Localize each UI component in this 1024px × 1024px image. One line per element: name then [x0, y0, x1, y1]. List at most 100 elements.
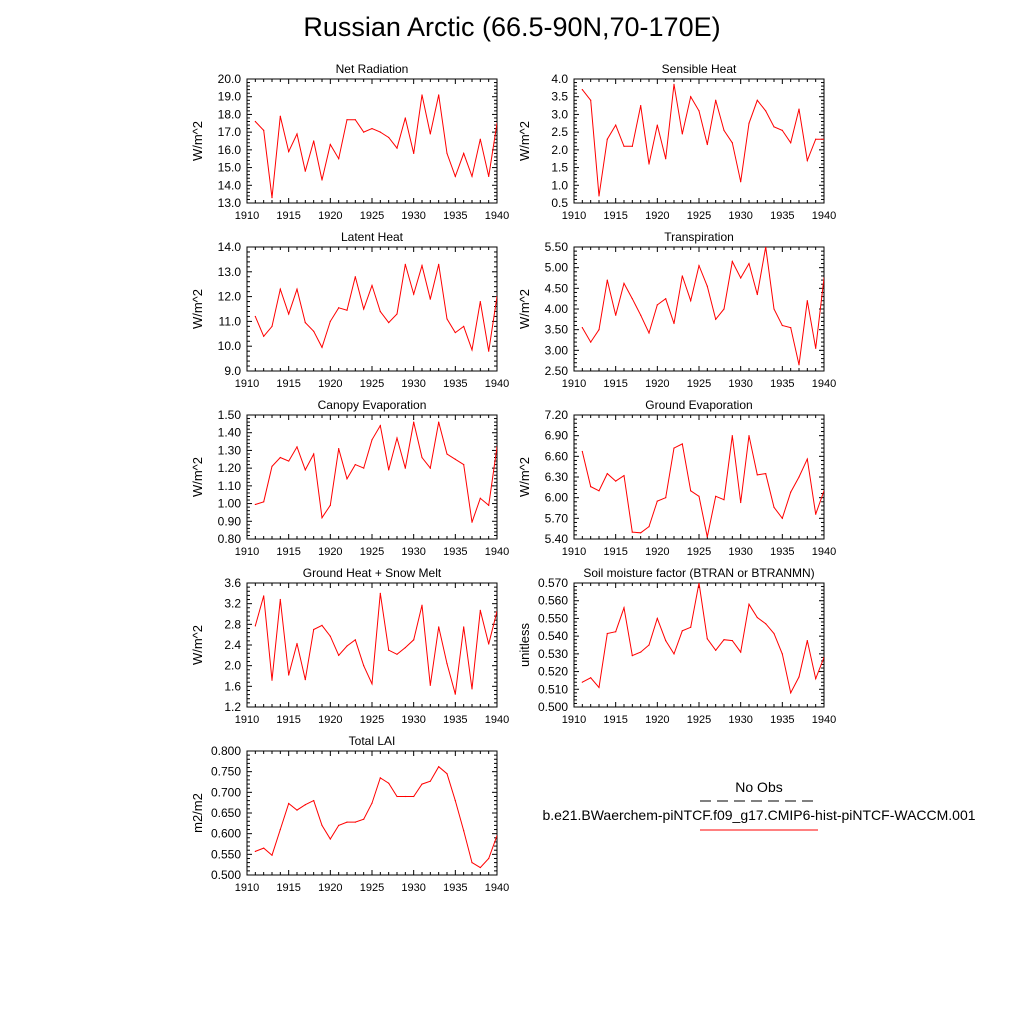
x-tick-label: 1930 [728, 714, 752, 726]
data-point [706, 143, 708, 146]
y-tick-label: 5.70 [545, 511, 569, 525]
data-point [606, 472, 608, 475]
data-point [304, 679, 306, 681]
x-tick-label: 1925 [360, 714, 384, 726]
chart-panel: Sensible Heat W/m^2 1910 1915 1920 1925 1930 19… [517, 62, 836, 222]
data-point [681, 275, 683, 277]
y-tick-label: 0.500 [538, 700, 568, 714]
data-point [471, 862, 473, 864]
data-point [488, 643, 490, 645]
x-tick-label: 1920 [318, 210, 342, 222]
y-tick-label: 0.550 [211, 847, 241, 861]
data-point [598, 686, 600, 689]
data-point [479, 138, 481, 140]
y-tick-label: 1.5 [551, 161, 568, 175]
data-point [756, 474, 758, 476]
data-point [823, 138, 824, 140]
y-tick-label: 6.00 [545, 491, 569, 505]
data-point [631, 145, 633, 147]
data-point [388, 649, 390, 651]
data-point [279, 456, 281, 459]
y-tick-label: 17.0 [218, 125, 242, 139]
data-point [254, 503, 256, 506]
data-point [731, 639, 733, 642]
y-tick-label: 1.30 [218, 443, 242, 457]
data-point [354, 821, 356, 823]
data-point [640, 104, 642, 107]
y-tick-label: 0.560 [538, 594, 568, 608]
data-point [279, 828, 281, 831]
y-tick-label: 3.5 [551, 90, 568, 104]
chart-panel: Transpiration W/m^2 1910 1915 1920 1925 1930 19… [517, 230, 836, 390]
data-point [698, 265, 700, 267]
x-tick-label: 1940 [812, 546, 836, 558]
data-point [673, 653, 675, 655]
x-tick-label: 1910 [235, 714, 259, 726]
data-point [288, 151, 290, 153]
data-point [623, 475, 625, 477]
data-point [615, 480, 617, 482]
y-tick-label: 18.0 [218, 107, 242, 121]
data-point [354, 639, 356, 641]
panel-title: Soil moisture factor (BTRAN or BTRANMN) [583, 566, 814, 580]
data-point [471, 349, 473, 351]
series-line [254, 263, 497, 352]
y-tick-label: 2.4 [224, 638, 241, 652]
data-point [329, 635, 331, 637]
data-point [338, 158, 340, 160]
data-point [379, 592, 381, 594]
data-point [756, 616, 758, 619]
data-point [396, 313, 398, 315]
data-point [413, 293, 415, 295]
data-point [421, 604, 423, 606]
data-point [304, 469, 306, 471]
panel-title: Ground Heat + Snow Melt [303, 566, 442, 580]
data-point [496, 446, 497, 448]
x-tick-label: 1910 [562, 546, 586, 558]
y-tick-label: 13.0 [218, 196, 242, 210]
x-tick-label: 1915 [276, 378, 300, 390]
data-point [321, 346, 323, 349]
data-point [640, 532, 642, 534]
data-point [488, 504, 490, 506]
data-point [773, 506, 775, 508]
y-tick-label: 0.540 [538, 629, 568, 643]
data-point [823, 656, 824, 658]
data-point [690, 96, 692, 98]
data-point [454, 800, 456, 802]
data-point [606, 632, 608, 635]
y-tick-label: 2.5 [551, 125, 568, 139]
y-axis-label: W/m^2 [190, 289, 205, 329]
data-point [454, 693, 456, 695]
x-tick-label: 1940 [485, 378, 509, 390]
data-point [806, 639, 808, 642]
data-point [371, 284, 373, 287]
data-point [615, 124, 617, 126]
data-point [748, 435, 750, 437]
data-point [404, 263, 406, 265]
data-point [371, 683, 373, 685]
data-point [665, 158, 667, 160]
data-point [363, 818, 365, 820]
y-tick-label: 4.0 [551, 72, 568, 86]
data-point [615, 631, 617, 633]
x-tick-label: 1910 [235, 378, 259, 390]
x-tick-label: 1920 [318, 714, 342, 726]
data-point [313, 453, 315, 455]
data-point [731, 260, 733, 263]
x-tick-label: 1920 [645, 378, 669, 390]
data-point [798, 108, 800, 110]
data-point [263, 501, 265, 503]
y-tick-label: 1.40 [218, 426, 242, 440]
data-point [690, 490, 692, 492]
data-point [263, 335, 265, 337]
y-tick-label: 3.6 [224, 576, 241, 590]
series-line [581, 435, 824, 538]
chart-panel: Canopy Evaporation W/m^2 1910 1915 1920 1925 1… [190, 398, 509, 558]
data-point [271, 197, 273, 199]
data-point [706, 536, 708, 538]
data-point [598, 329, 600, 331]
data-point [363, 131, 365, 133]
x-tick-label: 1915 [276, 546, 300, 558]
plot-frame [573, 582, 825, 708]
